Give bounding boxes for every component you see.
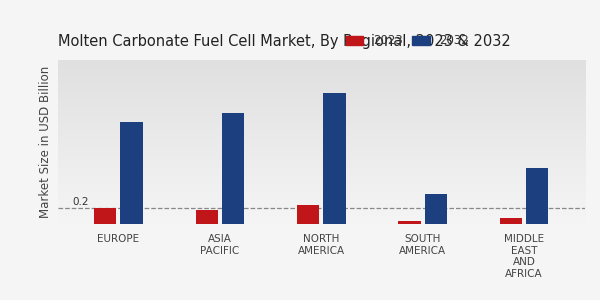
- Bar: [500, 218, 522, 224]
- Text: 0.2: 0.2: [73, 197, 89, 207]
- Bar: [425, 194, 447, 224]
- Y-axis label: Market Size in USD Billion: Market Size in USD Billion: [39, 66, 52, 218]
- Bar: [121, 122, 143, 224]
- Bar: [323, 93, 346, 224]
- Bar: [526, 168, 548, 224]
- Legend: 2023, 2032: 2023, 2032: [341, 30, 473, 52]
- Bar: [222, 113, 244, 224]
- Bar: [398, 221, 421, 224]
- Bar: [94, 208, 116, 224]
- Bar: [196, 210, 218, 224]
- Text: Molten Carbonate Fuel Cell Market, By Regional, 2023 & 2032: Molten Carbonate Fuel Cell Market, By Re…: [58, 34, 511, 49]
- Bar: [297, 205, 319, 224]
